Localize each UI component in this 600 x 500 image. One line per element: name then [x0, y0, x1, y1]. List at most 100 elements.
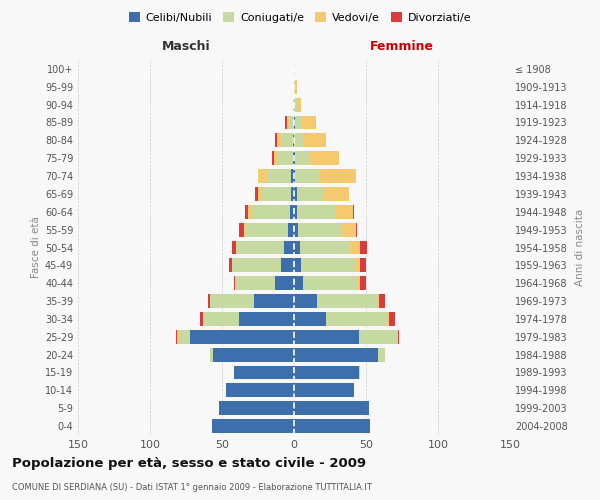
Bar — [294, 312, 326, 326]
Bar — [295, 169, 320, 183]
Bar — [294, 240, 300, 254]
Bar — [294, 366, 359, 380]
Bar — [320, 169, 356, 183]
Bar — [291, 187, 294, 201]
Bar — [258, 187, 262, 201]
Legend: Celibi/Nubili, Coniugati/e, Vedovi/e, Divorziati/e: Celibi/Nubili, Coniugati/e, Vedovi/e, Di… — [124, 8, 476, 28]
Bar — [239, 312, 294, 326]
Text: Maschi: Maschi — [161, 40, 211, 53]
Bar — [295, 151, 310, 165]
Bar — [359, 366, 360, 380]
Bar — [219, 401, 294, 415]
Bar — [350, 240, 360, 254]
Bar — [232, 258, 281, 272]
Bar — [302, 276, 358, 290]
Bar — [208, 294, 211, 308]
Bar — [304, 134, 326, 147]
Bar — [294, 258, 301, 272]
Bar — [229, 258, 232, 272]
Bar — [294, 276, 302, 290]
Bar — [294, 205, 297, 219]
Bar — [379, 294, 385, 308]
Bar — [301, 116, 316, 130]
Y-axis label: Fasce di età: Fasce di età — [31, 216, 41, 278]
Bar — [291, 169, 294, 183]
Bar — [326, 312, 388, 326]
Bar — [294, 134, 304, 147]
Bar — [295, 80, 297, 94]
Bar — [200, 312, 203, 326]
Bar — [317, 294, 377, 308]
Bar — [359, 330, 398, 344]
Bar — [266, 169, 291, 183]
Bar — [336, 205, 353, 219]
Bar — [293, 134, 294, 147]
Bar — [310, 151, 338, 165]
Bar — [214, 348, 294, 362]
Bar — [258, 169, 266, 183]
Bar — [298, 222, 341, 236]
Bar — [360, 258, 366, 272]
Bar — [287, 116, 290, 130]
Bar — [294, 384, 355, 398]
Bar — [212, 419, 294, 433]
Bar — [245, 205, 248, 219]
Bar — [294, 294, 317, 308]
Bar — [294, 80, 295, 94]
Bar — [203, 312, 239, 326]
Bar — [176, 330, 178, 344]
Text: Femmine: Femmine — [370, 40, 434, 53]
Bar — [281, 134, 293, 147]
Bar — [323, 187, 349, 201]
Bar — [297, 187, 323, 201]
Bar — [236, 240, 284, 254]
Bar — [239, 222, 244, 236]
Bar — [360, 240, 367, 254]
Bar — [294, 330, 359, 344]
Bar — [341, 222, 356, 236]
Bar — [275, 134, 277, 147]
Bar — [377, 348, 385, 362]
Bar — [248, 205, 251, 219]
Text: Popolazione per età, sesso e stato civile - 2009: Popolazione per età, sesso e stato civil… — [12, 458, 366, 470]
Bar — [179, 330, 190, 344]
Bar — [294, 116, 295, 130]
Bar — [244, 222, 245, 236]
Bar — [297, 205, 336, 219]
Bar — [300, 240, 350, 254]
Bar — [278, 151, 293, 165]
Bar — [295, 116, 301, 130]
Bar — [226, 384, 294, 398]
Bar — [284, 240, 294, 254]
Bar — [281, 258, 294, 272]
Bar — [233, 276, 235, 290]
Bar — [297, 98, 301, 112]
Bar — [262, 187, 291, 201]
Bar — [294, 187, 297, 201]
Bar — [356, 258, 360, 272]
Bar — [294, 222, 298, 236]
Bar — [255, 187, 258, 201]
Bar — [398, 330, 399, 344]
Bar — [178, 330, 179, 344]
Text: COMUNE DI SERDIANA (SU) - Dati ISTAT 1° gennaio 2009 - Elaborazione TUTTITALIA.I: COMUNE DI SERDIANA (SU) - Dati ISTAT 1° … — [12, 483, 372, 492]
Bar — [275, 276, 294, 290]
Bar — [288, 222, 294, 236]
Bar — [294, 401, 369, 415]
Bar — [301, 258, 356, 272]
Bar — [286, 116, 287, 130]
Bar — [274, 151, 278, 165]
Bar — [233, 366, 294, 380]
Bar — [232, 240, 236, 254]
Bar — [356, 222, 358, 236]
Bar — [294, 348, 377, 362]
Bar — [353, 205, 355, 219]
Bar — [272, 151, 274, 165]
Bar — [290, 205, 294, 219]
Bar — [294, 151, 295, 165]
Bar — [377, 294, 379, 308]
Bar — [251, 205, 290, 219]
Bar — [294, 169, 295, 183]
Bar — [293, 151, 294, 165]
Bar — [358, 276, 360, 290]
